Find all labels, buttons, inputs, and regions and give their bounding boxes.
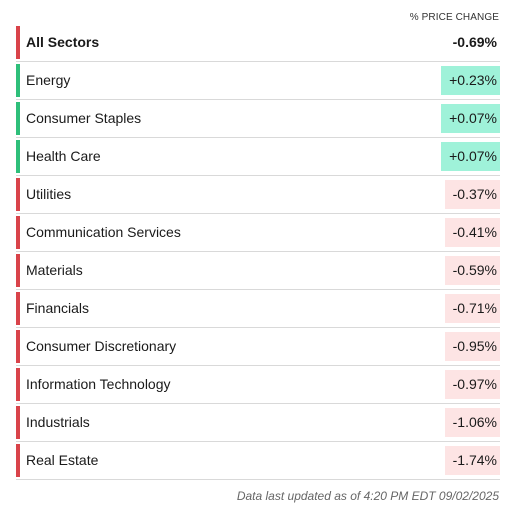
sector-row[interactable]: Consumer Discretionary -0.95% bbox=[16, 328, 500, 366]
sector-row[interactable]: Energy +0.23% bbox=[16, 62, 500, 100]
price-change-column-header: % PRICE CHANGE bbox=[409, 12, 499, 23]
sector-change-value: +0.23% bbox=[441, 66, 500, 95]
sector-change-value: -0.59% bbox=[444, 256, 500, 285]
all-sectors-row[interactable]: All Sectors -0.69% bbox=[16, 24, 500, 62]
positive-indicator-bar bbox=[16, 64, 20, 97]
sector-name: Energy bbox=[26, 72, 71, 88]
sector-row[interactable]: Materials -0.59% bbox=[16, 252, 500, 290]
sector-change-value: +0.07% bbox=[441, 142, 500, 171]
sector-row[interactable]: Information Technology -0.97% bbox=[16, 366, 500, 404]
sector-name: Consumer Discretionary bbox=[26, 338, 177, 354]
sector-change-value: -0.97% bbox=[444, 370, 500, 399]
sector-change-value: -1.06% bbox=[444, 408, 500, 437]
negative-indicator-bar bbox=[16, 178, 20, 211]
sector-name: Utilities bbox=[26, 186, 72, 202]
sector-change-value: -1.74% bbox=[444, 446, 500, 475]
sector-name: Communication Services bbox=[26, 224, 181, 240]
positive-indicator-bar bbox=[16, 140, 20, 173]
sector-name: Industrials bbox=[26, 414, 90, 430]
sector-name: Consumer Staples bbox=[26, 110, 142, 126]
negative-indicator-bar bbox=[16, 292, 20, 325]
sector-change-value: -0.37% bbox=[444, 180, 500, 209]
sector-name: Information Technology bbox=[26, 376, 171, 392]
negative-indicator-bar bbox=[16, 26, 20, 59]
negative-indicator-bar bbox=[16, 216, 20, 249]
sector-row[interactable]: Consumer Staples +0.07% bbox=[16, 100, 500, 138]
sector-row[interactable]: Communication Services -0.41% bbox=[16, 214, 500, 252]
sector-row[interactable]: Utilities -0.37% bbox=[16, 176, 500, 214]
negative-indicator-bar bbox=[16, 444, 20, 477]
sector-change-value: -0.69% bbox=[452, 34, 497, 50]
sector-change-value: -0.71% bbox=[444, 294, 500, 323]
sector-row[interactable]: Industrials -1.06% bbox=[16, 404, 500, 442]
sector-name: Materials bbox=[26, 262, 83, 278]
negative-indicator-bar bbox=[16, 254, 20, 287]
positive-indicator-bar bbox=[16, 102, 20, 135]
sector-row[interactable]: Real Estate -1.74% bbox=[16, 442, 500, 480]
sector-change-value: +0.07% bbox=[441, 104, 500, 133]
negative-indicator-bar bbox=[16, 330, 20, 363]
sector-row[interactable]: Health Care +0.07% bbox=[16, 138, 500, 176]
sector-name: All Sectors bbox=[26, 34, 100, 50]
sector-performance-table: All Sectors -0.69% Energy +0.23% Consumer St… bbox=[16, 24, 500, 480]
sector-name: Health Care bbox=[26, 148, 101, 164]
sector-name: Financials bbox=[26, 300, 90, 316]
sector-change-value: -0.41% bbox=[444, 218, 500, 247]
sector-name: Real Estate bbox=[26, 452, 99, 468]
negative-indicator-bar bbox=[16, 368, 20, 401]
last-updated-note: Data last updated as of 4:20 PM EDT 09/0… bbox=[236, 489, 499, 503]
sector-row[interactable]: Financials -0.71% bbox=[16, 290, 500, 328]
sector-change-value: -0.95% bbox=[444, 332, 500, 361]
negative-indicator-bar bbox=[16, 406, 20, 439]
